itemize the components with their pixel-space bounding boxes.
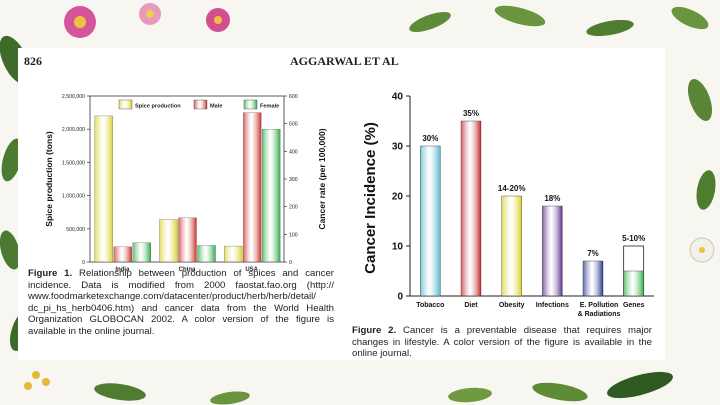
figure2-caption-label: Figure 2. (352, 325, 397, 336)
legend-swatch (118, 99, 133, 110)
bar-female (262, 129, 281, 263)
leaf-icon (0, 35, 35, 351)
figure1-caption: Figure 1. Relationship between productio… (28, 268, 334, 338)
bar-female (132, 242, 151, 263)
figure2-chart: 0 10 20 30 40 Cancer Incidence (%) 30% Tobacco 3… (362, 92, 654, 316)
x-tick-label: E. Pollution (580, 302, 619, 309)
bar-spice-production (159, 219, 178, 263)
figure1-chart: 0 500,000 1,000,000 1,500,000 2,000,000 2,500… (44, 94, 327, 273)
y-axis-label: Cancer Incidence (%) (362, 122, 379, 274)
figure2-caption: Figure 2. Cancer is a preventable diseas… (352, 325, 652, 360)
x-tick-label: Genes (623, 302, 645, 309)
y-tick-label: 30 (392, 142, 404, 153)
y-tick-label: 1,500,000 (62, 160, 85, 166)
legend-label: Female (260, 104, 279, 110)
bar (582, 260, 604, 297)
y-tick-label: 20 (392, 192, 404, 203)
flower-icon (64, 6, 96, 38)
data-label: 30% (422, 134, 438, 143)
leaf-icon (94, 371, 673, 405)
x-tick-label: Tobacco (416, 302, 444, 309)
figure1-caption-label: Figure 1. (28, 268, 73, 279)
page-number: 826 (24, 54, 42, 68)
journal-page: 826 AGGARWAL ET AL 0 500,000 1,000,000 1,50… (18, 48, 665, 360)
bar-spice-production (94, 115, 113, 263)
data-label: 14-20% (498, 184, 526, 193)
y-right-tick-label: 100 (289, 232, 298, 238)
y-right-tick-label: 500 (289, 122, 298, 128)
x-tick-label: Diet (464, 302, 478, 309)
y-right-tick-label: 200 (289, 205, 298, 211)
y-tick-label: 0 (82, 260, 85, 266)
x-tick-label: China (179, 267, 196, 273)
flower-icon (206, 8, 230, 32)
figure2-caption-text: Cancer is a preventable disease that req… (352, 325, 653, 360)
y-tick-label: 0 (397, 292, 403, 303)
legend-label: Spice production (135, 104, 181, 110)
bar-spice-production (224, 245, 243, 263)
y-tick-label: 40 (392, 92, 404, 103)
bar (420, 145, 441, 297)
y-right-tick-label: 400 (289, 149, 298, 155)
flower-icon (139, 3, 161, 25)
figure1-caption-text: Relationship between production of spice… (28, 268, 334, 337)
y-right-tick-label: 600 (289, 94, 298, 100)
flower-icon (689, 237, 715, 263)
leaf-icon (687, 79, 716, 210)
y-right-tick-label: 300 (289, 177, 298, 183)
running-title: AGGARWAL ET AL (290, 54, 399, 68)
bar (501, 195, 522, 297)
leaf-icon (409, 5, 709, 37)
bar-male (113, 246, 132, 263)
bar-genes (623, 270, 644, 297)
data-label: 5-10% (622, 234, 645, 243)
y-tick-label: 2,000,000 (62, 127, 85, 133)
legend-label: Male (210, 104, 222, 110)
bar-male (178, 217, 197, 263)
data-label: 7% (587, 249, 599, 258)
bar-female (197, 245, 216, 263)
legend-swatch (193, 99, 208, 110)
y-axis-label: Spice production (tons) (44, 131, 54, 227)
x-tick-label: Obesity (499, 302, 525, 309)
y-right-tick-label: 0 (289, 260, 292, 266)
x-tick-label: & Radiations (578, 311, 621, 316)
x-tick-label: USA (245, 267, 258, 273)
y-tick-label: 2,500,000 (62, 94, 85, 100)
berry-icon (24, 371, 50, 390)
y-tick-label: 10 (392, 242, 404, 253)
x-tick-label: India (115, 267, 130, 273)
legend-swatch (243, 99, 258, 110)
y-right-axis-label: Cancer rate (per 100,000) (317, 128, 327, 229)
y-tick-label: 1,000,000 (62, 194, 85, 200)
bar (460, 120, 482, 297)
bar-male (243, 112, 262, 263)
y-tick-label: 500,000 (66, 227, 85, 233)
bar (542, 205, 563, 297)
x-tick-label: Infections (536, 302, 569, 309)
data-label: 18% (544, 194, 560, 203)
data-label: 35% (463, 109, 479, 118)
